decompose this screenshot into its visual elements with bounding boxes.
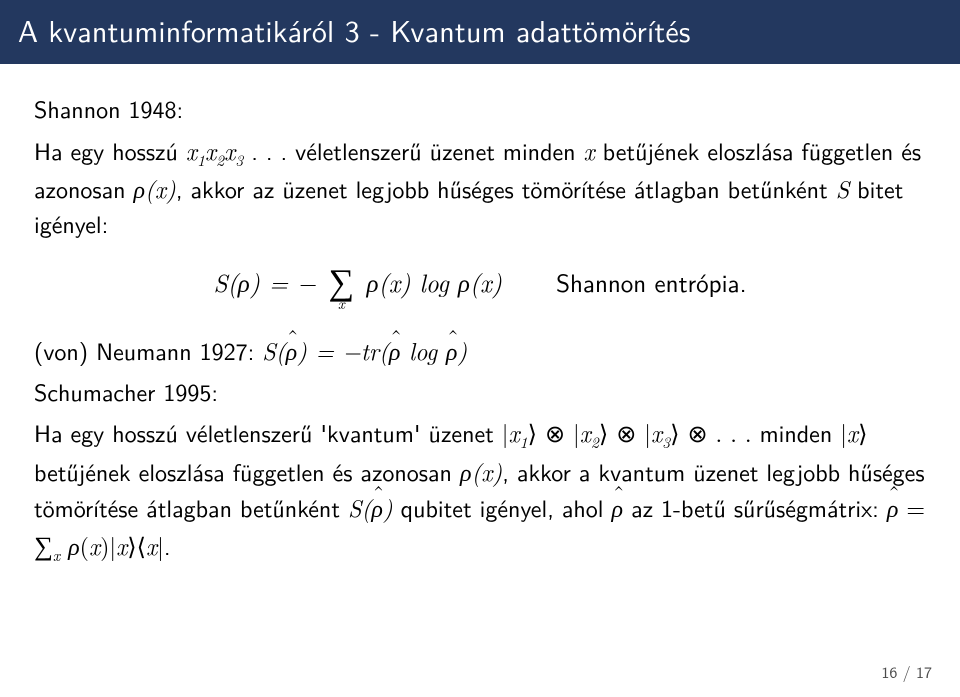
neumann-eq-lhs: S(ρ) = −	[262, 333, 361, 367]
slide-title: A kvantuminformatikáról 3 - Kvantum adat…	[0, 0, 960, 64]
text: qubitet igényel, ahol	[401, 490, 612, 525]
ket-x: |x⟩	[840, 415, 867, 449]
eq-lhs: S(ρ) = −	[213, 265, 316, 300]
neumann-line: (von) Neumann 1927: S(ρ) = −tr(ρ log ρ)	[34, 333, 926, 369]
neumann-tr: tr	[361, 333, 379, 367]
page-number: 16 / 17	[881, 660, 932, 683]
var-x1x2x3: x1x2x3	[186, 133, 243, 167]
text: Ha egy hosszú	[34, 133, 186, 168]
sum-operator: ∑ x	[329, 262, 355, 311]
text: betűjének	[595, 133, 700, 168]
text: . . . véletlenszerű üzenet minden	[243, 133, 583, 168]
var-S: S	[836, 171, 850, 205]
slide-body: Shannon 1948: Ha egy hosszú x1x2x3 . . .…	[0, 64, 960, 567]
S-rhohat: S(ρ)	[348, 490, 393, 524]
schumacher-text: Ha egy hosszú véletlenszerű 'kvantum' üz…	[34, 415, 926, 566]
text: .	[164, 528, 171, 563]
text: betűjének eloszlása független és azonosa…	[34, 454, 460, 489]
shannon-heading: Shannon 1948:	[34, 92, 926, 127]
text: tömörítése átlagban betűnként	[522, 171, 836, 206]
rho-x: ρ(x)	[134, 171, 176, 205]
rho-x: ρ(x)	[460, 454, 502, 488]
slide: A kvantuminformatikáról 3 - Kvantum adat…	[0, 0, 960, 697]
text: (von) Neumann 1927:	[34, 333, 262, 368]
shannon-text: Ha egy hosszú x1x2x3 . . . véletlenszerű…	[34, 133, 926, 242]
neumann-eq-rhs: (ρ log ρ)	[379, 333, 467, 367]
ket-sequence: |x1⟩ ⊗ |x2⟩ ⊗ |x3⟩ ⊗ . . .	[502, 415, 752, 449]
text: Ha egy hosszú véletlenszerű 'kvantum' üz…	[34, 415, 502, 450]
text: az 1-betű sűrűségmátrix:	[623, 490, 887, 525]
shannon-entropy-equation: S(ρ) = − ∑ x ρ(x) log ρ(x) Shannon entró…	[34, 262, 926, 311]
text: minden	[760, 415, 841, 450]
rhohat: ρ	[612, 490, 624, 524]
eq-body: ρ(x) log ρ(x)	[367, 265, 502, 300]
text: , akkor a	[502, 454, 590, 489]
var-x: x	[584, 133, 595, 167]
text: , akkor az üzenet legjobb hűséges	[176, 171, 514, 206]
eq-label: Shannon entrópia.	[556, 263, 746, 300]
schumacher-heading: Schumacher 1995:	[34, 375, 926, 410]
